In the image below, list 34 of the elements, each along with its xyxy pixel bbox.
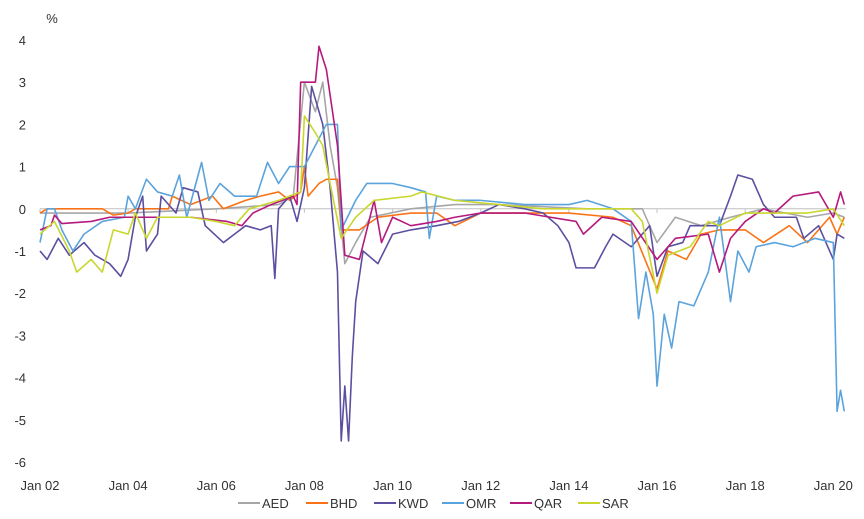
y-tick-label: -1 (14, 244, 26, 259)
legend-label: QAR (534, 496, 562, 511)
line-series (39, 81, 846, 264)
y-tick-label: 2 (18, 117, 26, 132)
y-tick-label: -2 (14, 286, 26, 302)
legend-label: BHD (330, 496, 358, 511)
y-tick-label: -4 (14, 370, 26, 386)
x-tick-label: Jan 20 (814, 478, 853, 493)
x-tick-label: Jan 02 (20, 478, 60, 493)
y-tick-label: 3 (18, 75, 26, 90)
y-tick-label: -5 (14, 412, 26, 428)
y-tick-label: 0 (18, 202, 26, 217)
line-series (39, 166, 846, 290)
x-tick-label: Jan 12 (461, 478, 500, 493)
line-series (39, 115, 846, 294)
x-tick-label: Jan 04 (108, 478, 148, 493)
y-axis-title: % (46, 11, 58, 26)
legend-label: KWD (398, 496, 428, 511)
y-tick-label: -6 (14, 455, 26, 470)
y-tick-label: 1 (18, 160, 26, 175)
x-tick-label: Jan 06 (196, 478, 236, 493)
legend-label: OMR (466, 496, 496, 511)
legend-label: SAR (602, 496, 629, 511)
line-series (39, 86, 846, 442)
y-tick-label: -3 (14, 328, 26, 344)
line-series (39, 46, 846, 273)
x-tick-label: Jan 18 (726, 478, 765, 493)
x-tick-label: Jan 08 (284, 478, 324, 493)
x-tick-label: Jan 14 (549, 478, 588, 493)
x-tick-label: Jan 10 (373, 478, 412, 493)
x-tick-label: Jan 16 (637, 478, 677, 493)
legend-label: AED (262, 496, 289, 511)
y-tick-label: 4 (18, 33, 26, 48)
line-series (39, 124, 846, 412)
